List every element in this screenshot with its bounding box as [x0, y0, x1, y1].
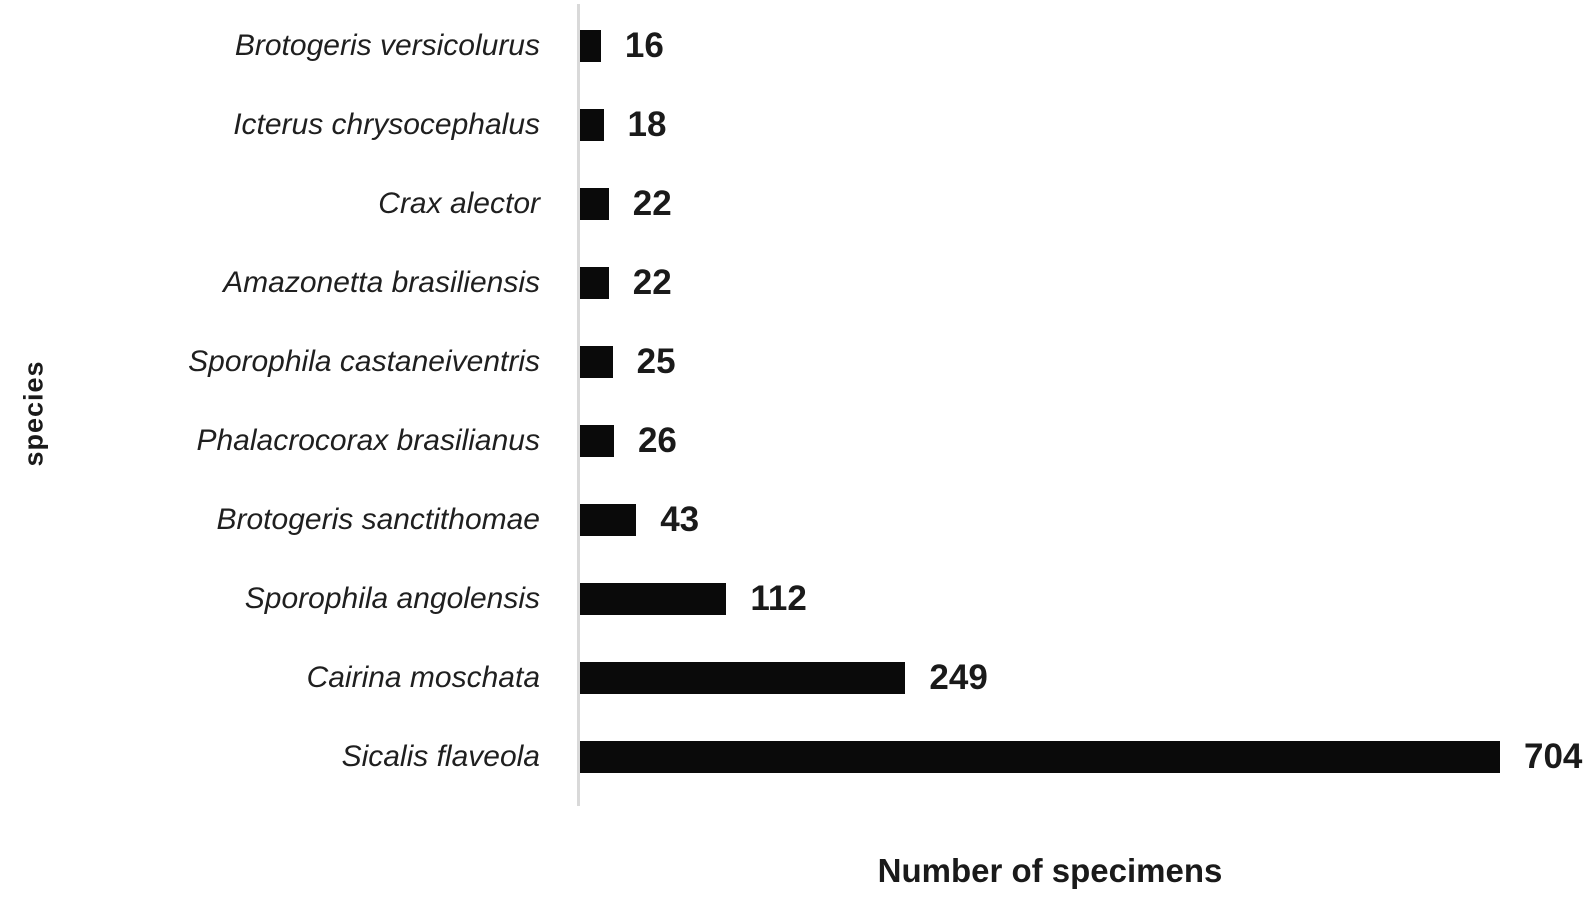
category-label: Sicalis flaveola: [341, 739, 540, 773]
chart-row: Sporophila castaneiventris 25: [0, 322, 1585, 401]
bar: [580, 29, 601, 62]
chart-row: Sporophila angolensis 112: [0, 559, 1585, 638]
bar: [580, 187, 609, 220]
chart-row: Amazonetta brasiliensis 22: [0, 243, 1585, 322]
value-label: 16: [624, 25, 664, 65]
bar-area: 25: [580, 322, 1585, 401]
bar-area: 16: [580, 6, 1585, 85]
value-label: 704: [1524, 736, 1583, 776]
bar: [580, 108, 604, 141]
bar-area: 112: [580, 559, 1585, 638]
value-label: 22: [632, 262, 672, 302]
x-axis-title: Number of specimens: [877, 852, 1223, 889]
bar: [580, 582, 727, 615]
value-label: 26: [637, 420, 677, 460]
chart-row: Crax alector 22: [0, 164, 1585, 243]
bar: [580, 424, 614, 457]
category-label: Sporophila angolensis: [244, 581, 540, 615]
category-label: Sporophila castaneiventris: [188, 344, 540, 378]
chart-row: Sicalis flaveola 704: [0, 717, 1585, 796]
bar-area: 249: [580, 638, 1585, 717]
bar-area: 18: [580, 85, 1585, 164]
value-label: 18: [627, 104, 667, 144]
bar: [580, 503, 637, 536]
bar-area: 22: [580, 243, 1585, 322]
chart-row: Cairina moschata 249: [0, 638, 1585, 717]
bar-area: 22: [580, 164, 1585, 243]
value-label: 249: [929, 657, 988, 697]
chart-row: Brotogeris versicolurus 16: [0, 6, 1585, 85]
value-label: 43: [660, 499, 700, 539]
value-label: 22: [632, 183, 672, 223]
value-label: 112: [750, 578, 807, 618]
value-label: 25: [636, 341, 676, 381]
category-label: Brotogeris versicolurus: [234, 28, 540, 62]
y-axis-baseline: [577, 4, 580, 806]
chart-row: Icterus chrysocephalus 18: [0, 85, 1585, 164]
chart-row: Phalacrocorax brasilianus 26: [0, 401, 1585, 480]
category-label: Icterus chrysocephalus: [233, 107, 540, 141]
bar: [580, 345, 613, 378]
bar-area: 26: [580, 401, 1585, 480]
bar: [580, 266, 609, 299]
plot-area: Brotogeris versicolurus 16 Icterus chrys…: [0, 6, 1585, 796]
category-label: Brotogeris sanctithomae: [216, 502, 541, 536]
bar-area: 43: [580, 480, 1585, 559]
category-label: Phalacrocorax brasilianus: [196, 423, 540, 457]
bar-area: 704: [580, 717, 1585, 796]
category-label: Crax alector: [378, 186, 540, 220]
category-label: Amazonetta brasiliensis: [223, 265, 540, 299]
bar: [580, 661, 906, 694]
bar: [580, 740, 1500, 773]
category-label: Cairina moschata: [306, 660, 540, 694]
chart-row: Brotogeris sanctithomae 43: [0, 480, 1585, 559]
